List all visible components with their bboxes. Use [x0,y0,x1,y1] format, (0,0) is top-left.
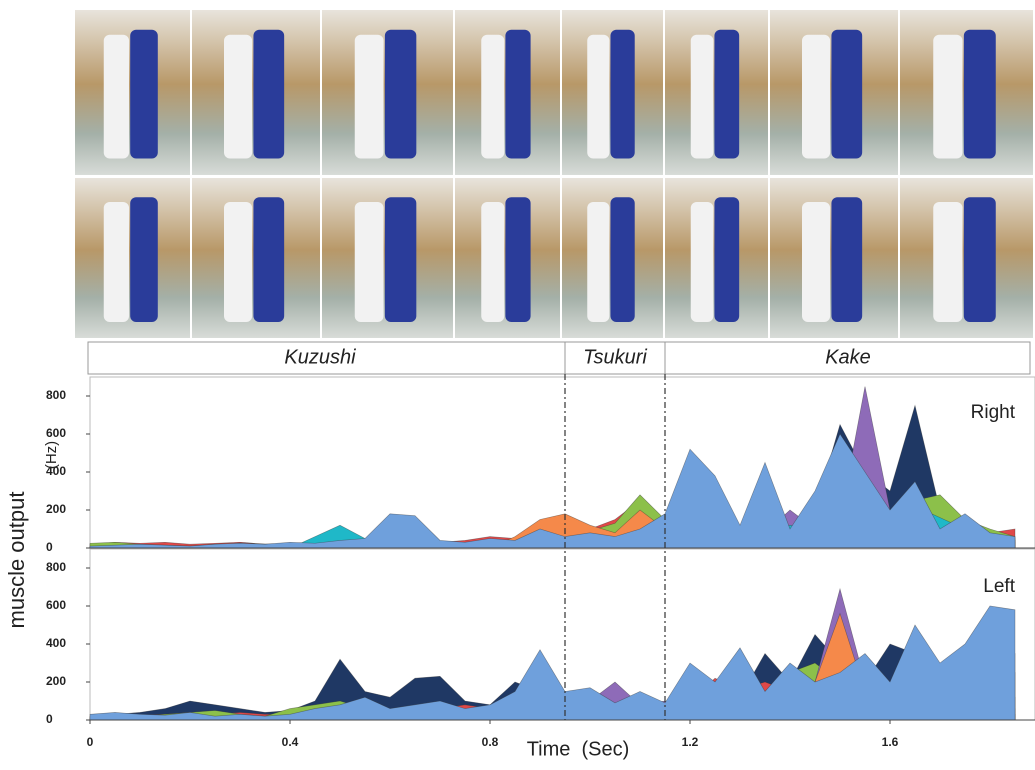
judoka-blue [964,197,996,322]
y-tick-label: 800 [46,388,66,402]
phase-label: Kake [825,346,871,368]
y-tick-label: 600 [46,598,66,612]
x-tick-label: 1.6 [882,735,899,749]
phase-box [88,342,1030,374]
phase-label: Tsukuri [583,346,647,368]
x-tick-label: 0 [87,735,94,749]
judoka-white [587,202,609,322]
photo-strip [75,10,1033,338]
x-tick-label: 0.8 [482,735,499,749]
judoka-blue [253,30,284,159]
judoka-white [355,202,384,322]
judoka-blue [610,30,634,159]
judoka-blue [130,30,158,159]
x-tick-label: 1.2 [682,735,699,749]
phase-bar: Kuzushi Tsukuri Kake [88,342,1030,374]
judoka-blue [831,197,862,322]
y-tick-label: 200 [46,502,66,516]
judoka-blue [714,30,739,159]
x-tick-label: 0.4 [282,735,299,749]
y-tick-label: 200 [46,674,66,688]
y-tick-label: 400 [46,636,66,650]
judoka-white [691,202,714,322]
judoka-blue [130,197,158,322]
panel: 0 200 400 600 800 0 0.4 0.8 1.2 1.6 Left [46,549,1035,749]
judoka-white [104,35,129,159]
judoka-white [104,202,129,322]
y-tick-label: 600 [46,426,66,440]
figure: Kuzushi Tsukuri Kake muscle output (Hz) … [0,0,1035,765]
area-series [90,606,1015,720]
judoka-blue [505,30,530,159]
x-axis-label: Time (Sec) [527,738,630,760]
judoka-white [355,35,384,159]
y-tick-label: 0 [46,712,53,726]
judoka-blue [505,197,530,322]
y-axis-label: muscle output [4,492,29,629]
y-tick-label: 0 [46,540,53,554]
judoka-white [224,202,252,322]
judoka-white [691,35,714,159]
judoka-white [481,202,504,322]
judoka-blue [964,30,996,159]
y-tick-label: 800 [46,560,66,574]
judoka-blue [385,30,416,159]
panel: 0 200 400 600 800 Right [46,377,1035,554]
judoka-white [933,202,962,322]
judoka-blue [610,197,634,322]
judoka-white [933,35,962,159]
judoka-white [587,35,609,159]
judoka-white [481,35,504,159]
judoka-white [802,35,830,159]
judoka-white [224,35,252,159]
page: {"phases": {"labels": ["Kuzushi", "Tsuku… [0,0,1035,765]
phase-label: Kuzushi [284,346,356,368]
judoka-blue [385,197,416,322]
y-tick-label: 400 [46,464,66,478]
panel-label: Left [983,576,1015,597]
judoka-blue [714,197,739,322]
panel-label: Right [971,402,1016,423]
judoka-blue [831,30,862,159]
judoka-white [802,202,830,322]
judoka-blue [253,197,284,322]
